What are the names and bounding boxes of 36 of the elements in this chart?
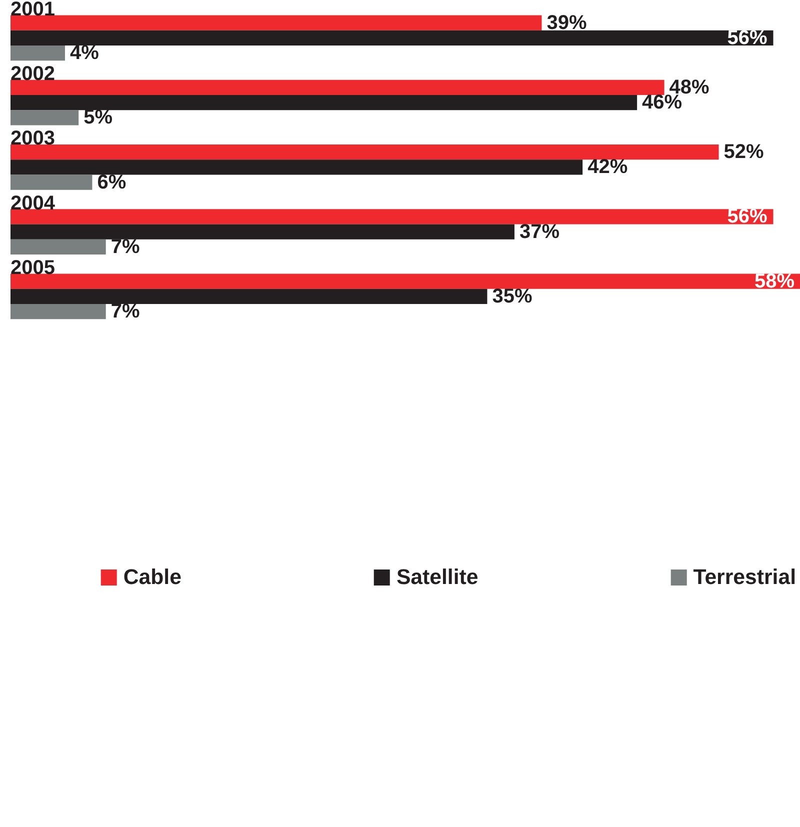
data-label: 7% xyxy=(110,236,140,258)
data-label: 37% xyxy=(519,220,560,243)
bar xyxy=(10,110,79,126)
data-label: 39% xyxy=(546,12,587,34)
legend-label: Satellite xyxy=(396,564,478,590)
y-tick-label: 2001 xyxy=(10,0,55,20)
bar xyxy=(10,160,583,175)
bar xyxy=(10,45,65,61)
bar xyxy=(10,94,638,110)
data-label: 52% xyxy=(724,141,764,164)
data-label: 7% xyxy=(110,300,140,323)
bar xyxy=(10,304,106,320)
bar xyxy=(10,174,92,190)
y-tick-label: 2004 xyxy=(10,192,56,214)
y-tick-label: 2003 xyxy=(10,128,55,150)
bar xyxy=(10,209,774,224)
data-label: 56% xyxy=(727,206,768,228)
bar xyxy=(10,224,514,240)
data-label: 35% xyxy=(492,285,532,308)
bar xyxy=(10,30,774,46)
y-tick-label: 2002 xyxy=(10,63,55,86)
y-tick-label: 2005 xyxy=(10,256,55,279)
data-label: 56% xyxy=(727,26,768,49)
bar xyxy=(10,288,488,304)
data-label: 4% xyxy=(70,42,100,64)
bar xyxy=(10,274,800,289)
bar xyxy=(10,80,664,95)
data-label: 5% xyxy=(84,106,113,129)
data-label: 42% xyxy=(588,156,628,178)
legend-label: Cable xyxy=(123,564,182,590)
legend-label: Terrestrial xyxy=(693,564,796,590)
data-label: 6% xyxy=(97,171,126,194)
bar xyxy=(10,144,719,160)
data-label: 58% xyxy=(754,270,795,292)
bar xyxy=(10,15,542,30)
bar xyxy=(10,239,106,254)
